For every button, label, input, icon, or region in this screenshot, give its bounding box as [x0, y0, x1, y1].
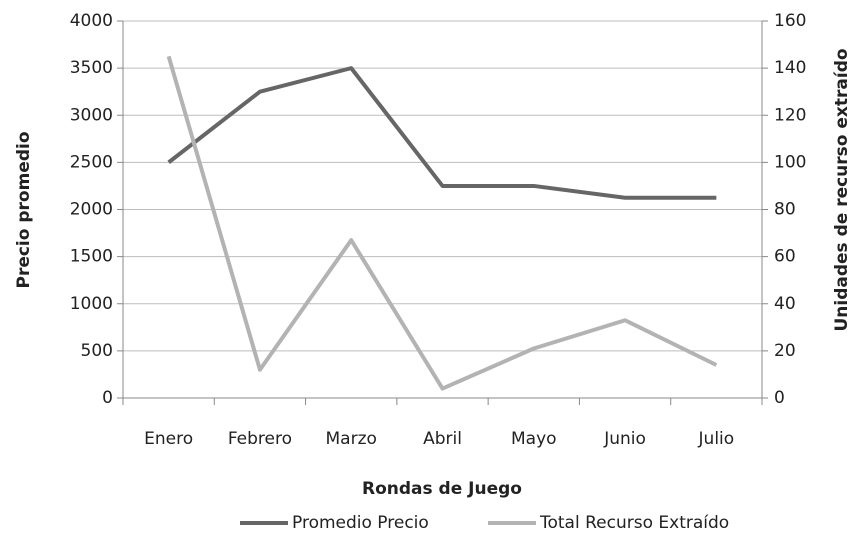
y2-tick-label: 20: [774, 341, 796, 361]
y-tick-label: 3500: [70, 58, 113, 78]
y2-tick-label: 160: [774, 11, 806, 31]
y-tick-label: 3000: [70, 105, 113, 125]
line-series: [166, 55, 718, 391]
x-axis-label: Rondas de Juego: [362, 479, 522, 499]
y2-tick-label: 60: [774, 247, 796, 267]
y2-tick-label: 0: [774, 388, 785, 408]
y-tick-label: 2000: [70, 200, 113, 220]
legend-label: Total Recurso Extraído: [539, 513, 729, 533]
y-axis-label: Precio promedio: [14, 131, 34, 288]
legend-label: Promedio Precio: [292, 513, 429, 533]
x-tick-label: Julio: [698, 429, 735, 449]
y-tick-label: 2500: [70, 152, 113, 172]
y2-tick-label: 40: [774, 294, 796, 314]
y-tick-label: 1000: [70, 294, 113, 314]
x-tick-label: Mayo: [511, 429, 557, 449]
x-tick-label: Abril: [423, 429, 462, 449]
x-tick-label: Junio: [603, 429, 646, 449]
y-tick-label: 0: [102, 388, 113, 408]
y-tick-label: 500: [81, 341, 113, 361]
line-series: [167, 66, 717, 200]
y2-tick-label: 140: [774, 58, 806, 78]
y2-axis-label: Unidades de recurso extraído: [832, 48, 852, 331]
y-tick-label: 4000: [70, 11, 113, 31]
y2-tick-label: 120: [774, 105, 806, 125]
y-tick-label: 1500: [70, 247, 113, 267]
x-tick-label: Marzo: [326, 429, 377, 449]
x-tick-label: Febrero: [228, 429, 292, 449]
y2-tick-label: 80: [774, 200, 796, 220]
x-tick-label: Enero: [144, 429, 193, 449]
y2-tick-label: 100: [774, 152, 806, 172]
